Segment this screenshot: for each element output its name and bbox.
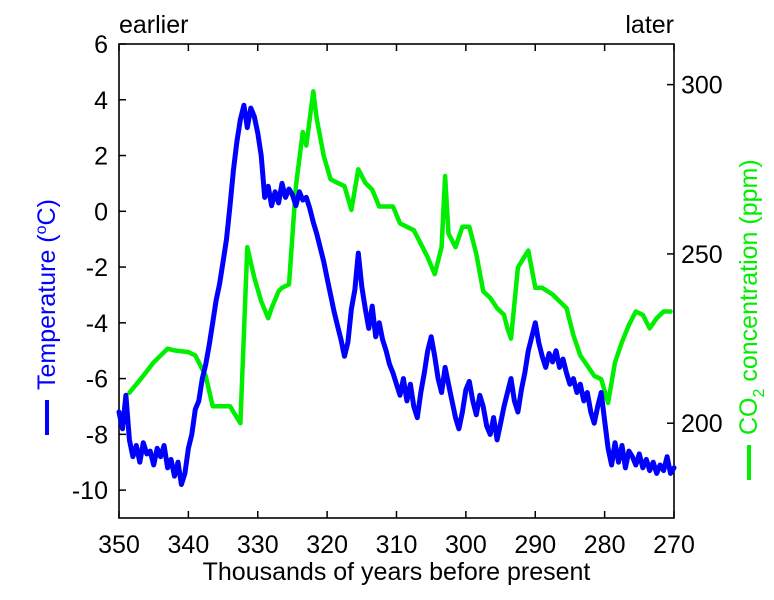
left-tick-label: 2 <box>94 143 108 171</box>
left-tick-label: -4 <box>86 310 108 338</box>
right-tick-label: 300 <box>681 72 723 100</box>
left-axis-title: Temperature (oC) <box>33 199 61 390</box>
left-axis-ticks: 6 4 2 0 -2 -4 -6 -8 -10 <box>72 31 126 505</box>
x-tick-label: 290 <box>514 531 556 559</box>
right-axis-title-group: CO2 concentration (ppm) <box>735 159 768 480</box>
x-tick-label: 280 <box>584 531 626 559</box>
series-group <box>116 89 677 487</box>
left-tick-label: -2 <box>86 254 108 282</box>
x-tick-label: 300 <box>445 531 487 559</box>
left-tick-label: 0 <box>94 198 108 226</box>
right-tick-label: 200 <box>681 410 723 438</box>
x-tick-label: 330 <box>237 531 279 559</box>
temperature-series-line <box>116 102 677 487</box>
x-axis-ticks: 350 340 330 320 310 300 290 280 270 <box>98 44 695 559</box>
left-axis-title-text: Temperature ( <box>33 234 61 390</box>
x-tick-label: 270 <box>653 531 695 559</box>
left-tick-label: 4 <box>94 87 108 115</box>
left-tick-label: -8 <box>86 421 108 449</box>
right-axis-ticks: 300 250 200 <box>667 72 723 438</box>
right-axis-title: CO2 concentration (ppm) <box>735 159 768 435</box>
left-tick-label: -6 <box>86 366 108 394</box>
right-axis-title-sub: 2 <box>751 389 768 398</box>
later-label: later <box>625 11 674 39</box>
left-axis-title-sup: o <box>33 225 50 234</box>
right-axis-title-text: CO <box>735 398 763 436</box>
right-tick-label: 250 <box>681 241 723 269</box>
plot-frame <box>118 43 675 519</box>
x-tick-label: 310 <box>376 531 418 559</box>
left-axis-title-end: C) <box>33 199 61 225</box>
right-axis-title-end: concentration (ppm) <box>735 159 763 388</box>
co2-series-line <box>127 89 673 426</box>
left-tick-label: -10 <box>72 477 108 505</box>
x-tick-label: 340 <box>168 531 210 559</box>
left-tick-label: 6 <box>94 31 108 59</box>
earlier-label: earlier <box>119 11 188 39</box>
x-axis-title: Thousands of years before present <box>203 558 591 586</box>
x-tick-label: 320 <box>306 531 348 559</box>
x-tick-label: 350 <box>98 531 140 559</box>
left-axis-title-group: Temperature (oC) <box>33 199 61 435</box>
